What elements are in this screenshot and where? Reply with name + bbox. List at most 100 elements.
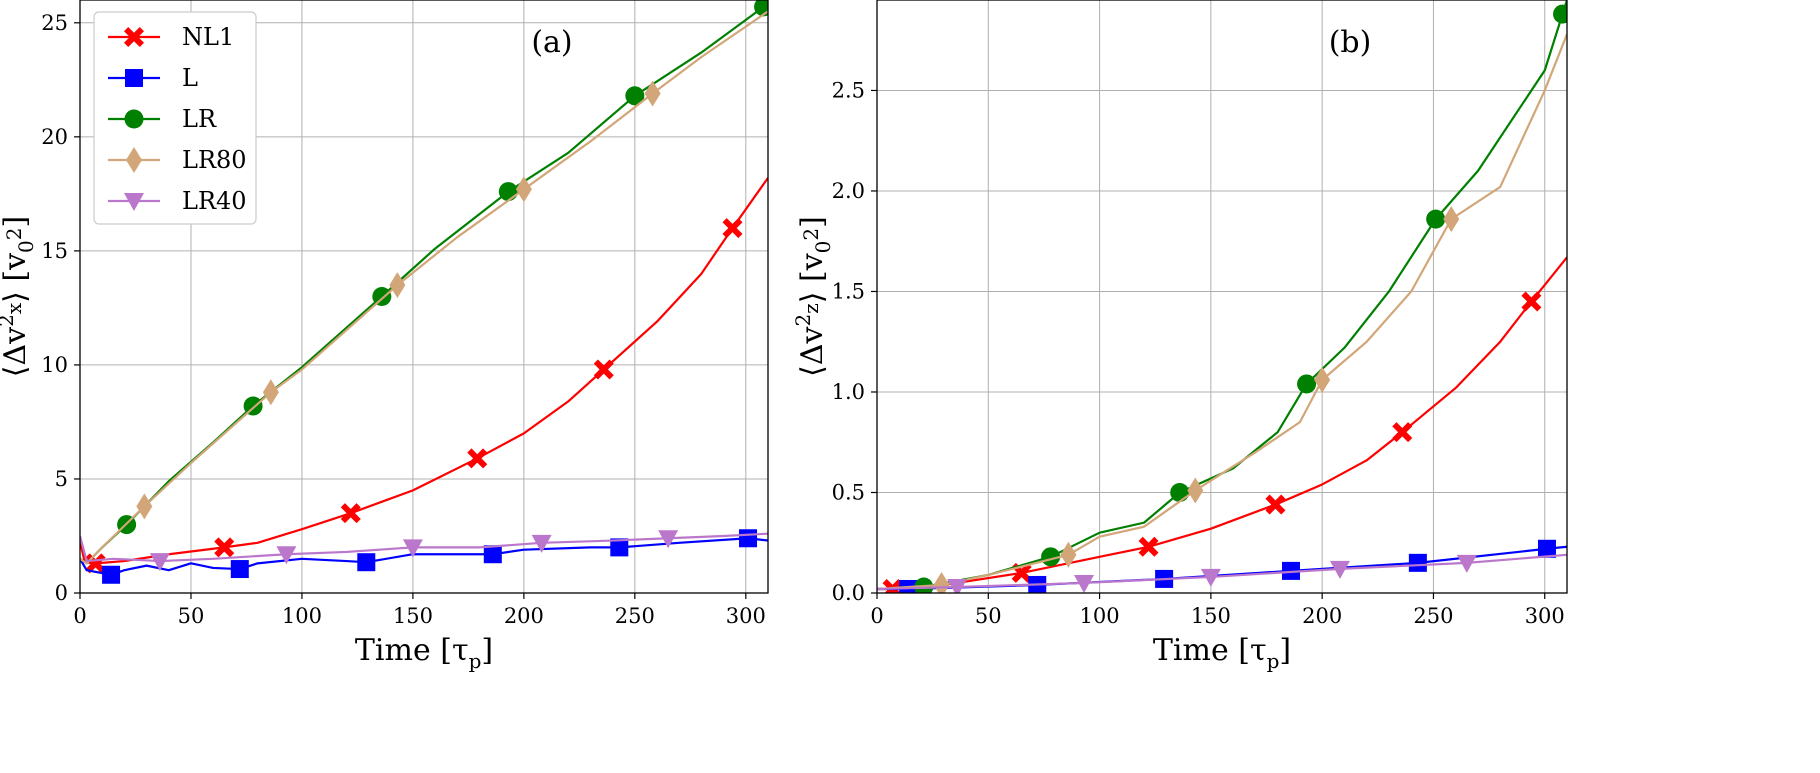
marker-l — [483, 545, 502, 564]
x-tick-label: 100 — [1080, 604, 1120, 628]
y-tick-label: 0 — [55, 581, 68, 605]
x-tick-label: 250 — [615, 604, 655, 628]
series-line-lr40 — [80, 532, 768, 563]
marker-l — [1537, 539, 1556, 558]
series-line-lr — [877, 0, 1567, 591]
legend-label-lr: LR — [182, 105, 217, 133]
y-tick-label: 2.5 — [832, 78, 865, 102]
legend-label-lr40: LR40 — [182, 187, 247, 215]
marker-lr40 — [1329, 560, 1350, 579]
marker-lr40 — [276, 546, 297, 565]
marker-lr40 — [1074, 574, 1094, 593]
panel-label: (a) — [531, 25, 572, 60]
marker-nl1 — [467, 448, 488, 469]
marker-nl1 — [1521, 291, 1542, 312]
marker-nl1 — [722, 218, 743, 239]
marker-lr — [243, 396, 263, 416]
marker-lr40 — [149, 553, 170, 572]
marker-lr40 — [658, 530, 679, 549]
marker-lr80 — [933, 571, 950, 593]
marker-nl1 — [1138, 536, 1159, 557]
marker-lr — [372, 287, 392, 306]
y-tick-label: 5 — [55, 467, 68, 491]
marker-l — [610, 538, 629, 557]
marker-lr80 — [1060, 541, 1077, 568]
series-line-nl1 — [80, 177, 768, 565]
legend-label-nl1: NL1 — [182, 23, 234, 51]
y-axis-label: ⟨Δv2x⟩ [v02] — [0, 216, 38, 377]
legend: NL1 L LR LR80 LR40 — [93, 11, 257, 225]
marker-nl1 — [882, 578, 903, 593]
marker-lr — [1426, 209, 1446, 229]
y-tick-label: 25 — [41, 11, 68, 35]
x-tick-label: 250 — [1413, 604, 1453, 628]
panel-a: 0 50 100 150 200 250 300 0 5 10 15 20 25 Time [τp] ⟨Δv… — [0, 0, 769, 673]
marker-lr80 — [515, 176, 532, 203]
y-axis-label: ⟨Δv2z⟩ [v02] — [791, 216, 835, 377]
x-tick-label: 200 — [504, 604, 544, 628]
x-tick-label: 50 — [178, 604, 205, 628]
legend-marker-lr80 — [126, 147, 142, 173]
marker-lr40 — [531, 534, 552, 553]
marker-lr80 — [1187, 477, 1204, 504]
plot-area — [80, 0, 768, 584]
series-line-l — [80, 537, 768, 576]
marker-lr80 — [1314, 366, 1331, 393]
legend-marker-l — [125, 69, 143, 87]
series-line-lr80 — [877, 33, 1567, 591]
marker-lr80 — [1443, 206, 1460, 233]
marker-nl1 — [340, 503, 361, 524]
legend-label-l: L — [182, 64, 198, 92]
x-tick-label: 0 — [73, 604, 86, 628]
marker-lr80 — [389, 272, 406, 299]
marker-lr — [625, 86, 645, 106]
x-tick-label: 150 — [393, 604, 433, 628]
marker-lr40 — [1456, 554, 1477, 573]
legend-label-lr80: LR80 — [182, 146, 247, 174]
axes-frame — [79, 0, 769, 594]
y-tick-label: 0.0 — [832, 581, 865, 605]
legend-marker-nl1 — [124, 27, 144, 47]
axes-frame — [876, 0, 1568, 594]
x-tick-label: 300 — [726, 604, 766, 628]
series-line-nl1 — [877, 256, 1567, 591]
marker-lr80 — [136, 493, 153, 520]
y-tick-label: 1.0 — [832, 380, 865, 404]
plot-area — [877, 0, 1567, 593]
y-tick-label: 0.5 — [832, 480, 865, 504]
marker-l — [1408, 553, 1427, 572]
marker-nl1 — [593, 359, 614, 380]
panel-label: (b) — [1329, 25, 1372, 60]
x-axis-label: Time [τp] — [1153, 633, 1291, 673]
y-tick-label: 10 — [41, 353, 68, 377]
marker-lr — [1553, 4, 1567, 24]
y-tick-label: 2.0 — [832, 179, 865, 203]
marker-lr — [754, 0, 768, 17]
y-tick-label: 20 — [41, 125, 68, 149]
marker-nl1 — [1265, 494, 1286, 515]
marker-lr40 — [947, 578, 968, 593]
marker-l — [102, 565, 121, 584]
marker-lr80 — [262, 379, 279, 406]
marker-l — [357, 553, 376, 572]
legend-marker-lr — [124, 109, 144, 129]
marker-lr — [1297, 374, 1317, 394]
x-tick-label: 100 — [282, 604, 322, 628]
x-tick-label: 200 — [1302, 604, 1342, 628]
marker-lr — [1170, 482, 1190, 502]
marker-nl1 — [214, 537, 235, 558]
marker-lr40 — [402, 539, 423, 558]
marker-nl1 — [1392, 422, 1413, 443]
series-line-lr80 — [80, 10, 768, 565]
marker-lr — [498, 182, 518, 202]
marker-l — [230, 560, 249, 579]
y-tick-label: 1.5 — [832, 279, 865, 303]
x-tick-label: 300 — [1525, 604, 1565, 628]
x-tick-label: 150 — [1191, 604, 1231, 628]
marker-l — [739, 529, 758, 548]
x-tick-label: 0 — [870, 604, 883, 628]
panel-b: 0 50 100 150 200 250 300 0.0 0.5 1.0 1.5 2.0 2.5 Time… — [791, 0, 1568, 673]
x-tick-label: 50 — [975, 604, 1002, 628]
series-line-l — [877, 545, 1567, 591]
